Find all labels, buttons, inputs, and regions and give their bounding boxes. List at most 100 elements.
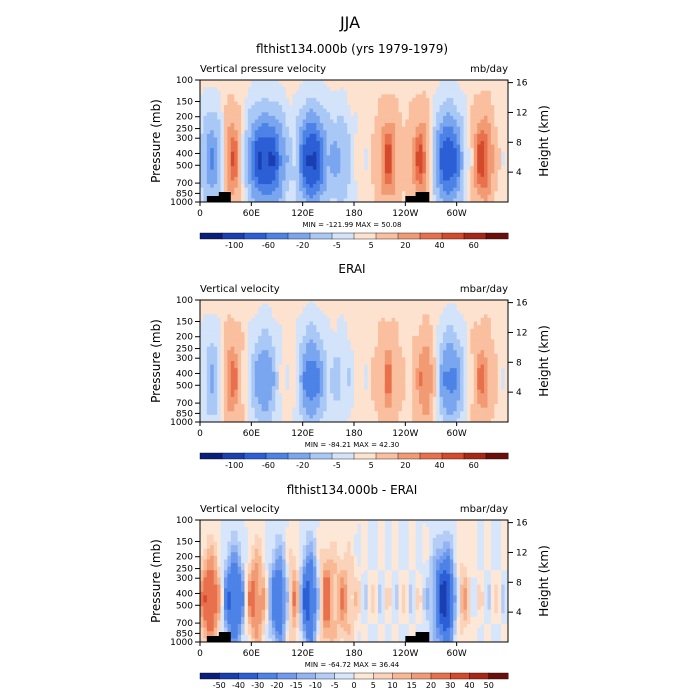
heatmap-cell xyxy=(278,115,283,120)
heatmap-cell xyxy=(217,169,221,174)
heatmap-cell xyxy=(319,162,324,167)
heatmap-cell xyxy=(453,105,458,110)
heatmap-cell xyxy=(480,112,485,117)
heatmap-cell xyxy=(213,173,218,178)
heatmap-cell xyxy=(480,310,485,315)
heatmap-cell xyxy=(217,328,221,333)
heatmap-cell xyxy=(395,123,399,128)
heatmap-cell xyxy=(268,162,273,167)
heatmap-cell xyxy=(316,80,321,84)
heatmap-cell xyxy=(360,105,365,110)
heatmap-cell xyxy=(490,180,495,185)
heatmap-cell xyxy=(350,130,355,135)
heatmap-cell xyxy=(466,335,471,340)
heatmap-cell xyxy=(347,353,351,358)
heatmap-cell xyxy=(470,112,475,117)
heatmap-cell xyxy=(364,300,369,304)
heatmap-cell xyxy=(398,105,403,110)
heatmap-cell xyxy=(354,310,358,315)
heatmap-cell xyxy=(295,364,300,369)
heatmap-cell xyxy=(288,364,293,369)
heatmap-cell xyxy=(336,119,341,124)
heatmap-cell xyxy=(412,144,416,149)
heatmap-cell xyxy=(278,108,283,113)
heatmap-cell xyxy=(395,101,399,106)
heatmap-cell xyxy=(278,198,283,202)
heatmap-cell xyxy=(480,350,485,355)
heatmap-cell xyxy=(449,184,454,189)
heatmap-cell xyxy=(213,87,218,92)
heatmap-cell xyxy=(480,314,485,319)
heatmap-cell xyxy=(401,115,406,120)
heatmap-cell xyxy=(350,94,355,99)
heatmap-cell xyxy=(268,371,273,376)
heatmap-cell xyxy=(494,357,499,362)
heatmap-cell xyxy=(354,141,358,145)
heatmap-cell xyxy=(504,97,508,102)
heatmap-cell xyxy=(381,180,386,185)
heatmap-cell xyxy=(364,339,369,344)
heatmap-cell xyxy=(449,361,454,365)
heatmap-cell xyxy=(484,130,488,135)
heatmap-cell xyxy=(292,151,297,156)
heatmap-cell xyxy=(340,97,345,102)
heatmap-cell xyxy=(473,144,478,149)
heatmap-cell xyxy=(316,350,321,355)
heatmap-cell xyxy=(220,361,225,365)
heatmap-cell xyxy=(227,162,232,167)
heatmap-cell xyxy=(470,133,475,138)
heatmap-cell xyxy=(422,133,427,138)
heatmap-cell xyxy=(422,94,427,99)
heatmap-cell xyxy=(446,119,451,124)
heatmap-cell xyxy=(323,87,328,92)
heatmap-cell xyxy=(381,314,386,319)
heatmap-cell xyxy=(213,317,218,322)
heatmap-cell xyxy=(213,130,218,135)
heatmap-cell xyxy=(254,151,259,156)
heatmap-cell xyxy=(480,325,485,330)
heatmap-cell xyxy=(354,119,358,124)
heatmap-cell xyxy=(429,108,434,113)
heatmap-cell xyxy=(340,166,345,171)
heatmap-cell xyxy=(501,148,505,153)
heatmap-cell xyxy=(374,364,379,369)
heatmap-cell xyxy=(316,108,321,113)
heatmap-cell xyxy=(384,90,389,95)
heatmap-cell xyxy=(490,123,495,128)
heatmap-cell xyxy=(412,332,416,337)
heatmap-cell xyxy=(210,191,215,196)
heatmap-cell xyxy=(501,101,505,106)
heatmap-cell xyxy=(463,328,468,333)
y-tick-label: 700 xyxy=(176,179,193,189)
heatmap-cell xyxy=(449,83,454,88)
heatmap-cell xyxy=(419,184,423,189)
heatmap-cell xyxy=(480,119,485,124)
heatmap-cell xyxy=(405,144,410,149)
heatmap-cell xyxy=(309,148,314,153)
heatmap-cell xyxy=(323,166,328,171)
heatmap-cell xyxy=(377,307,382,312)
heatmap-cell xyxy=(343,198,348,202)
heatmap-cell xyxy=(419,325,423,330)
heatmap-cell xyxy=(309,155,314,160)
heatmap-cell xyxy=(206,335,211,340)
heatmap-cell xyxy=(419,126,423,131)
heatmap-cell xyxy=(254,155,259,160)
heatmap-cell xyxy=(268,148,273,153)
heatmap-cell xyxy=(326,94,331,99)
heatmap-cell xyxy=(292,321,297,326)
heatmap-cell xyxy=(374,158,379,163)
heatmap-cell xyxy=(449,303,454,308)
heatmap-cell xyxy=(278,112,283,117)
heatmap-cell xyxy=(377,133,382,138)
heatmap-cell xyxy=(453,119,458,124)
heatmap-cell xyxy=(446,176,451,181)
heatmap-cell xyxy=(425,105,430,110)
heatmap-cell xyxy=(501,357,505,362)
heatmap-cell xyxy=(432,80,437,84)
heatmap-cell xyxy=(460,173,464,178)
heatmap-cell xyxy=(374,80,379,84)
heatmap-cell xyxy=(384,130,389,135)
heatmap-cell xyxy=(244,80,249,84)
heatmap-cell xyxy=(326,357,331,362)
